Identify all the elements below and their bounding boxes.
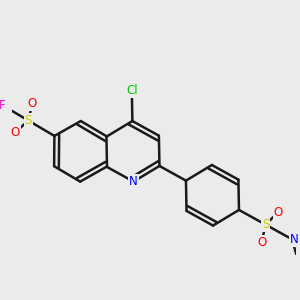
Text: O: O	[28, 97, 37, 110]
Text: O: O	[274, 206, 283, 219]
Text: F: F	[0, 99, 6, 112]
Text: N: N	[129, 175, 138, 188]
Text: O: O	[11, 126, 20, 139]
Text: Cl: Cl	[126, 84, 138, 97]
Text: O: O	[257, 236, 266, 249]
Text: N: N	[290, 233, 299, 246]
Text: S: S	[262, 218, 269, 231]
Text: S: S	[25, 114, 32, 127]
